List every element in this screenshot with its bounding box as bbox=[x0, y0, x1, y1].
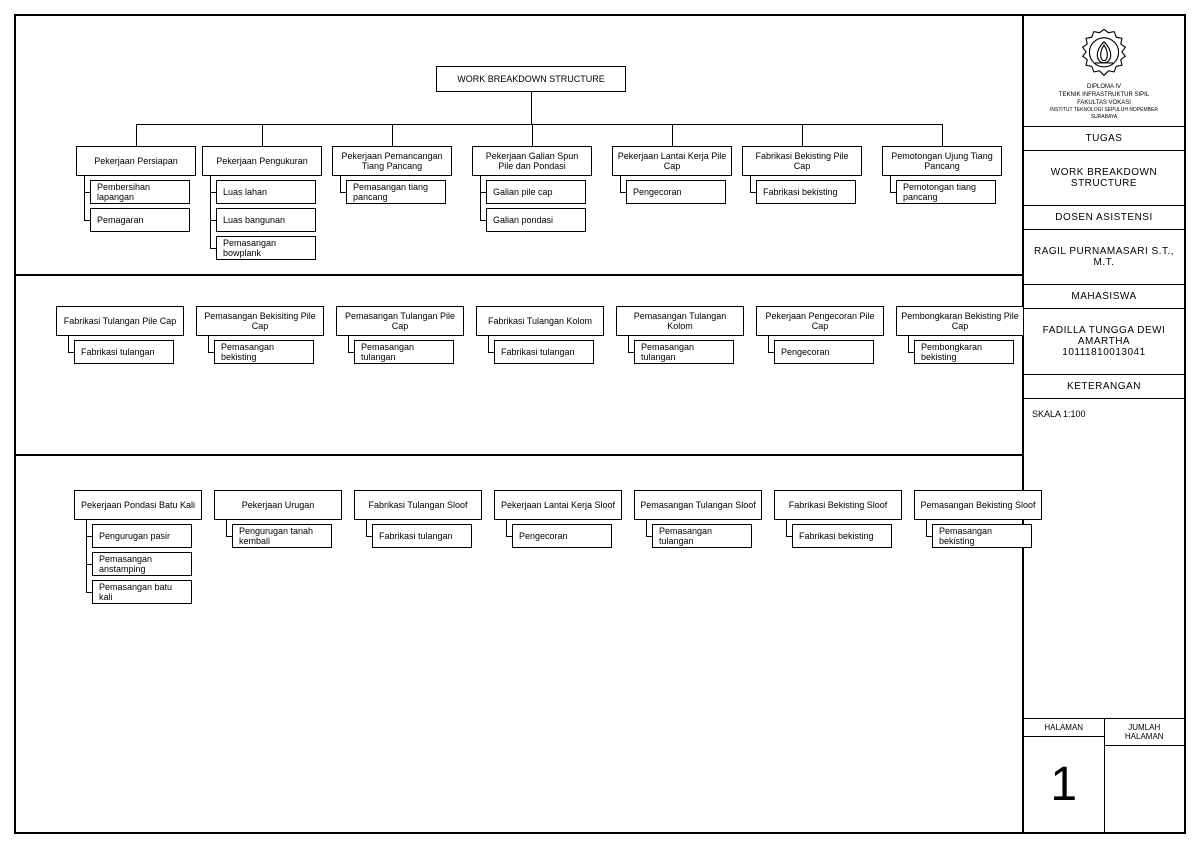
wbs-child-node: Pengecoran bbox=[626, 180, 726, 204]
wbs-child-node: Pemasangan tulangan bbox=[652, 524, 752, 548]
wbs-parent-node: Pekerjaan Galian Spun Pile dan Pondasi bbox=[472, 146, 592, 176]
wbs-child-node: Pembongkaran bekisting bbox=[914, 340, 1014, 364]
wbs-parent-node: Pemotongan Ujung Tiang Pancang bbox=[882, 146, 1002, 176]
wbs-parent-node: Fabrikasi Tulangan Pile Cap bbox=[56, 306, 184, 336]
wbs-parent-node: Fabrikasi Tulangan Sloof bbox=[354, 490, 482, 520]
tugas-label: TUGAS bbox=[1024, 127, 1184, 151]
diagram-area: WORK BREAKDOWN STRUCTURE Pekerjaan Persi… bbox=[16, 16, 1024, 832]
keterangan-label: KETERANGAN bbox=[1024, 375, 1184, 399]
wbs-parent-node: Pekerjaan Lantai Kerja Pile Cap bbox=[612, 146, 732, 176]
wbs-parent-node: Pekerjaan Persiapan bbox=[76, 146, 196, 176]
wbs-panel-2: Fabrikasi Tulangan Pile Cap Fabrikasi tul… bbox=[16, 276, 1022, 456]
institution-logo-cell: DIPLOMA IV TEKNIK INFRASTRUKTUR SIPIL FA… bbox=[1024, 16, 1184, 127]
wbs-parent-node: Pemasangan Tulangan Sloof bbox=[634, 490, 762, 520]
wbs-child-node: Luas lahan bbox=[216, 180, 316, 204]
wbs-parent-node: Pemasangan Tulangan Kolom bbox=[616, 306, 744, 336]
wbs-parent-node: Pekerjaan Urugan bbox=[214, 490, 342, 520]
drawing-sheet: WORK BREAKDOWN STRUCTURE Pekerjaan Persi… bbox=[14, 14, 1186, 834]
wbs-child-node: Pemagaran bbox=[90, 208, 190, 232]
wbs-child-node: Pemasangan tulangan bbox=[634, 340, 734, 364]
page-number: 1 bbox=[1024, 737, 1104, 832]
wbs-child-node: Fabrikasi tulangan bbox=[74, 340, 174, 364]
wbs-parent-node: Pekerjaan Pemancangan Tiang Pancang bbox=[332, 146, 452, 176]
skala-value: SKALA 1:100 bbox=[1024, 399, 1184, 719]
title-block: DIPLOMA IV TEKNIK INFRASTRUKTUR SIPIL FA… bbox=[1024, 16, 1184, 832]
wbs-child-node: Pemasangan bekisting bbox=[932, 524, 1032, 548]
wbs-child-node: Pemotongan tiang pancang bbox=[896, 180, 996, 204]
wbs-parent-node: Fabrikasi Tulangan Kolom bbox=[476, 306, 604, 336]
wbs-child-node: Pembersihan lapangan bbox=[90, 180, 190, 204]
tugas-value: WORK BREAKDOWN STRUCTURE bbox=[1024, 151, 1184, 206]
wbs-child-node: Pengurugan pasir bbox=[92, 524, 192, 548]
mahasiswa-value: FADILLA TUNGGA DEWI AMARTHA 101118100130… bbox=[1024, 309, 1184, 375]
wbs-child-node: Pemasangan bowplank bbox=[216, 236, 316, 260]
wbs-parent-node: Pekerjaan Pengecoran Pile Cap bbox=[756, 306, 884, 336]
institution-logo-icon bbox=[1076, 26, 1132, 82]
wbs-child-node: Fabrikasi bekisting bbox=[756, 180, 856, 204]
wbs-parent-node: Pekerjaan Lantai Kerja Sloof bbox=[494, 490, 622, 520]
institution-name: DIPLOMA IV TEKNIK INFRASTRUKTUR SIPIL FA… bbox=[1050, 84, 1158, 120]
wbs-parent-node: Pemasangan Tulangan Pile Cap bbox=[336, 306, 464, 336]
wbs-parent-node: Pemasangan Bekisiting Pile Cap bbox=[196, 306, 324, 336]
wbs-child-node: Fabrikasi tulangan bbox=[494, 340, 594, 364]
wbs-panel-3: Pekerjaan Pondasi Batu Kali Pengurugan pa… bbox=[16, 456, 1022, 832]
wbs-child-node: Fabrikasi tulangan bbox=[372, 524, 472, 548]
wbs-child-node: Fabrikasi bekisting bbox=[792, 524, 892, 548]
mahasiswa-label: MAHASISWA bbox=[1024, 285, 1184, 309]
wbs-panel-1: WORK BREAKDOWN STRUCTURE Pekerjaan Persi… bbox=[16, 16, 1022, 276]
page-footer: HALAMAN 1 JUMLAH HALAMAN bbox=[1024, 719, 1184, 832]
wbs-parent-node: Pekerjaan Pengukuran bbox=[202, 146, 322, 176]
wbs-parent-node: Pembongkaran Bekisting Pile Cap bbox=[896, 306, 1024, 336]
dosen-label: DOSEN ASISTENSI bbox=[1024, 206, 1184, 230]
halaman-label: HALAMAN bbox=[1024, 719, 1104, 737]
total-pages bbox=[1105, 746, 1185, 786]
wbs-root-title: WORK BREAKDOWN STRUCTURE bbox=[436, 66, 626, 92]
wbs-child-node: Galian pile cap bbox=[486, 180, 586, 204]
wbs-child-node: Pemasangan batu kali bbox=[92, 580, 192, 604]
wbs-child-node: Pengecoran bbox=[512, 524, 612, 548]
wbs-child-node: Pemasangan anstamping bbox=[92, 552, 192, 576]
wbs-child-node: Pemasangan tiang pancang bbox=[346, 180, 446, 204]
wbs-parent-node: Pekerjaan Pondasi Batu Kali bbox=[74, 490, 202, 520]
dosen-value: RAGIL PURNAMASARI S.T., M.T. bbox=[1024, 230, 1184, 285]
wbs-parent-node: Fabrikasi Bekisting Sloof bbox=[774, 490, 902, 520]
jumlah-halaman-label: JUMLAH HALAMAN bbox=[1105, 719, 1185, 746]
wbs-parent-node: Fabrikasi Bekisting Pile Cap bbox=[742, 146, 862, 176]
wbs-parent-node: Pemasangan Bekisting Sloof bbox=[914, 490, 1042, 520]
wbs-child-node: Luas bangunan bbox=[216, 208, 316, 232]
wbs-child-node: Pengecoran bbox=[774, 340, 874, 364]
wbs-child-node: Pemasangan bekisting bbox=[214, 340, 314, 364]
wbs-child-node: Pengurugan tanah kembali bbox=[232, 524, 332, 548]
wbs-child-node: Galian pondasi bbox=[486, 208, 586, 232]
wbs-child-node: Pemasangan tulangan bbox=[354, 340, 454, 364]
